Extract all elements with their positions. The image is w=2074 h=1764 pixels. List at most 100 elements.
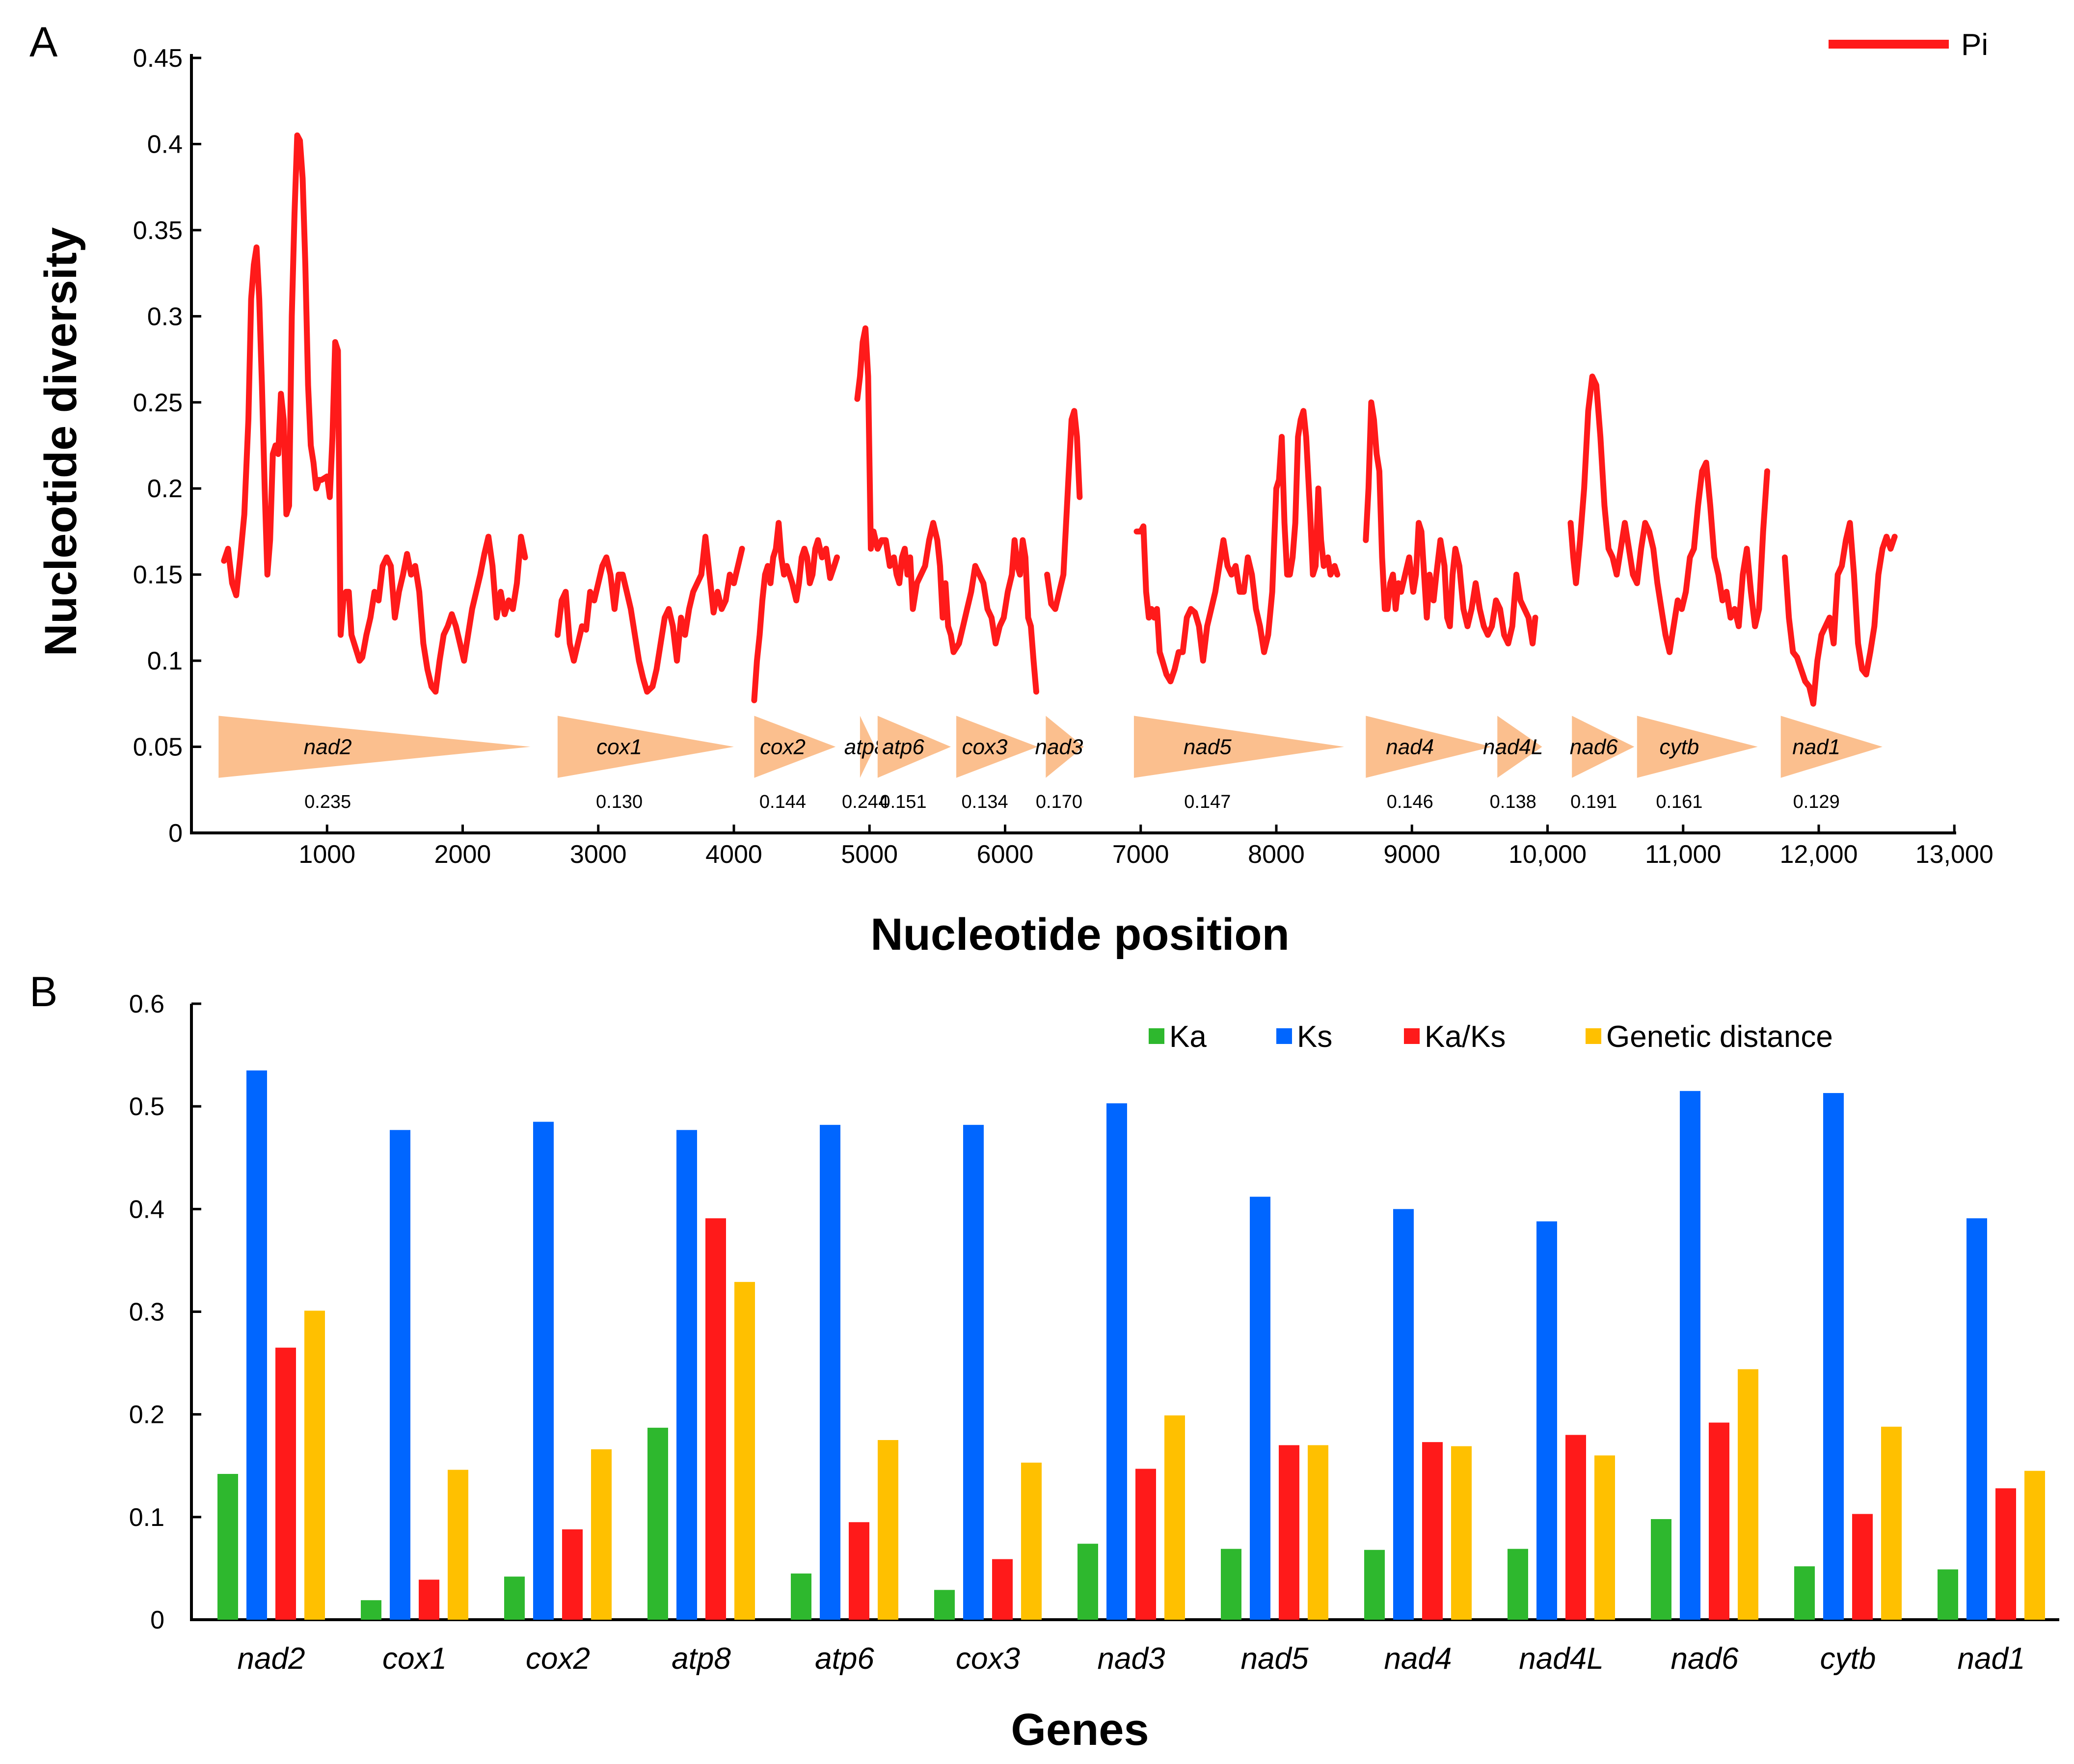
bar-ks-nad6 bbox=[1680, 1091, 1700, 1620]
gene-label-nad6: nad6 bbox=[1570, 735, 1618, 759]
panel-label-a: A bbox=[29, 19, 58, 66]
bar-ks-cox3 bbox=[963, 1124, 984, 1620]
legend-swatch-ka-ks bbox=[1404, 1028, 1420, 1044]
pi-line-segment bbox=[1133, 408, 1341, 685]
category-label-cox3: cox3 bbox=[956, 1642, 1020, 1676]
bar-ka-ks-atp8 bbox=[705, 1218, 726, 1620]
panel-b-y-tick-label: 0.4 bbox=[129, 1195, 164, 1224]
bar-ka-cox3 bbox=[934, 1590, 955, 1620]
gene-label-cox3: cox3 bbox=[962, 735, 1008, 759]
panel-a-x-tick-label: 2000 bbox=[434, 840, 491, 869]
bar-ks-nad4 bbox=[1393, 1209, 1414, 1620]
panel-a-x-tick-label: 11,000 bbox=[1645, 840, 1721, 869]
bar-ka-cytb bbox=[1794, 1566, 1815, 1620]
panel-b-y-ticks: 0 0.1 0.2 0.3 0.4 0.5 0.6 bbox=[129, 990, 201, 1634]
gene-arrow-cox3 bbox=[956, 716, 1038, 778]
bar-ks-nad2 bbox=[246, 1070, 267, 1620]
category-label-cox2: cox2 bbox=[526, 1642, 590, 1676]
panel-label-b: B bbox=[29, 968, 57, 1016]
pi-line-segment bbox=[1781, 520, 1898, 707]
category-label-atp8: atp8 bbox=[672, 1642, 731, 1676]
gene-pi-value-nad4L: 0.138 bbox=[1490, 792, 1536, 812]
gene-arrow-nad4L bbox=[1497, 716, 1542, 778]
bar-ka-nad1 bbox=[1938, 1569, 1958, 1620]
pi-line-segment bbox=[854, 325, 1039, 695]
gene-arrow-atp8 bbox=[860, 716, 875, 778]
gene-arrow-nad1 bbox=[1780, 716, 1883, 778]
gene-arrow-atp6 bbox=[877, 716, 951, 778]
bar-ka-atp8 bbox=[647, 1427, 668, 1620]
panel-b-y-tick-label: 0.2 bbox=[129, 1401, 164, 1429]
gene-arrow-cox2 bbox=[754, 716, 836, 778]
panel-b-x-axis-title: Genes bbox=[1011, 1705, 1149, 1755]
bar-ks-cox2 bbox=[533, 1122, 554, 1620]
bar-genetic-distance-nad4 bbox=[1451, 1446, 1472, 1620]
panel-b-bars bbox=[217, 1070, 2045, 1620]
bar-genetic-distance-nad5 bbox=[1308, 1445, 1328, 1620]
legend-label-genetic-distance: Genetic distance bbox=[1606, 1020, 1833, 1054]
gene-arrow-nad6 bbox=[1572, 716, 1635, 778]
panel-b-y-tick-label: 0 bbox=[150, 1606, 164, 1634]
panel-b-y-tick-label: 0.5 bbox=[129, 1093, 164, 1121]
gene-arrow-cox1 bbox=[557, 716, 734, 778]
category-label-nad2: nad2 bbox=[238, 1642, 305, 1676]
legend-swatch-ks bbox=[1276, 1028, 1292, 1044]
panel-a-y-tick-label: 0.35 bbox=[133, 216, 183, 245]
panel-a-x-tick-label: 3000 bbox=[570, 840, 627, 869]
bar-ka-ks-nad4 bbox=[1422, 1442, 1443, 1620]
pi-line-segment bbox=[1044, 408, 1083, 612]
gene-label-atp6: atp6 bbox=[882, 735, 924, 759]
bar-ka-ks-cox1 bbox=[419, 1579, 439, 1620]
bar-ka-ks-nad6 bbox=[1709, 1422, 1729, 1620]
bar-genetic-distance-cox2 bbox=[591, 1449, 612, 1620]
legend-label-ks: Ks bbox=[1297, 1020, 1332, 1054]
panel-a-x-tick-label: 8000 bbox=[1248, 840, 1305, 869]
panel-a-y-tick-label: 0 bbox=[168, 819, 183, 848]
bar-ka-nad5 bbox=[1221, 1549, 1241, 1620]
bar-ks-cox1 bbox=[390, 1130, 410, 1620]
pi-line-segment bbox=[1363, 399, 1538, 646]
bar-genetic-distance-cytb bbox=[1881, 1426, 1902, 1620]
panel-a-y-axis-title: Nucleotide diversity bbox=[36, 227, 86, 656]
panel-a-x-tick-label: 4000 bbox=[705, 840, 762, 869]
bar-ka-ks-nad3 bbox=[1135, 1469, 1156, 1620]
bar-ks-nad3 bbox=[1106, 1103, 1127, 1620]
gene-label-nad3: nad3 bbox=[1035, 735, 1083, 759]
gene-pi-value-cox3: 0.134 bbox=[962, 792, 1008, 812]
bar-ks-atp6 bbox=[820, 1124, 840, 1620]
panel-a-y-tick-label: 0.15 bbox=[133, 561, 183, 589]
panel-a-y-ticks: 0 0.05 0.1 0.15 0.2 0.25 0.3 0.35 0.4 0.45 bbox=[133, 44, 201, 848]
gene-pi-value-nad5: 0.147 bbox=[1184, 792, 1231, 812]
panel-a-x-tick-label: 7000 bbox=[1112, 840, 1169, 869]
gene-label-nad4L: nad4L bbox=[1483, 735, 1543, 759]
panel-a-y-tick-label: 0.05 bbox=[133, 733, 183, 762]
panel-a-x-ticks: 1000 2000 3000 4000 5000 6000 7000 8000 9000 10,0… bbox=[298, 825, 1993, 869]
bar-ka-atp6 bbox=[791, 1573, 811, 1620]
panel-a-legend: Pi bbox=[1829, 28, 1988, 62]
bar-genetic-distance-nad2 bbox=[304, 1310, 325, 1620]
panel-a: A Nucleotide diversity Nucleotide positi… bbox=[29, 19, 1993, 960]
legend-swatch-genetic-distance bbox=[1586, 1028, 1601, 1044]
category-label-nad4: nad4 bbox=[1384, 1642, 1452, 1676]
category-label-nad3: nad3 bbox=[1098, 1642, 1165, 1676]
bar-genetic-distance-cox3 bbox=[1021, 1462, 1042, 1620]
bar-ka-nad6 bbox=[1651, 1519, 1671, 1620]
panel-b-legend: Ka Ks Ka/Ks Genetic distance bbox=[1149, 1020, 1833, 1054]
gene-arrow-nad4 bbox=[1366, 716, 1492, 778]
bar-ka-ks-atp6 bbox=[849, 1522, 869, 1620]
bar-ks-atp8 bbox=[676, 1130, 697, 1620]
gene-pi-value-atp6: 0.151 bbox=[880, 792, 926, 812]
category-label-nad5: nad5 bbox=[1241, 1642, 1309, 1676]
gene-arrow-cytb bbox=[1637, 716, 1758, 778]
legend-label-ka: Ka bbox=[1169, 1020, 1207, 1054]
bar-genetic-distance-nad4L bbox=[1594, 1455, 1615, 1620]
gene-label-cytb: cytb bbox=[1660, 735, 1699, 759]
panel-a-x-tick-label: 9000 bbox=[1383, 840, 1440, 869]
category-label-nad1: nad1 bbox=[1958, 1642, 2025, 1676]
pi-line-series bbox=[221, 132, 1898, 707]
panel-a-x-tick-label: 12,000 bbox=[1779, 840, 1858, 869]
bar-genetic-distance-nad6 bbox=[1738, 1369, 1758, 1620]
gene-label-nad5: nad5 bbox=[1184, 735, 1232, 759]
bar-ka-cox1 bbox=[361, 1600, 381, 1620]
